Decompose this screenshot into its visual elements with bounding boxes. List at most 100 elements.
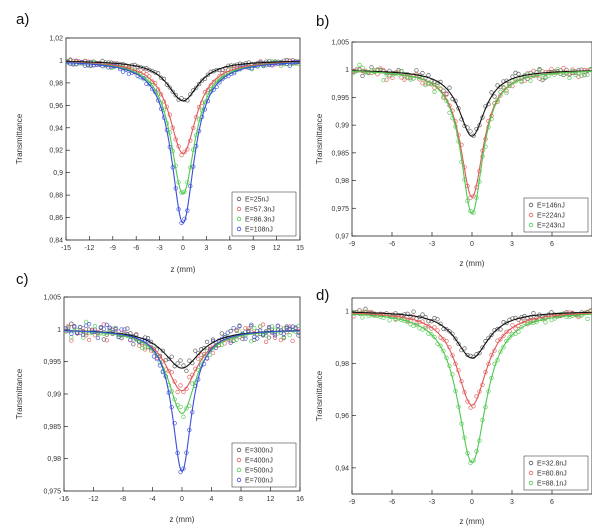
data-point bbox=[453, 336, 458, 341]
data-point bbox=[290, 338, 295, 343]
panel-letter: a) bbox=[16, 11, 29, 28]
series-3 bbox=[66, 59, 300, 195]
fit-line-2 bbox=[352, 312, 592, 406]
data-point bbox=[179, 95, 184, 101]
data-point bbox=[360, 65, 365, 70]
data-point bbox=[175, 361, 180, 366]
data-point bbox=[287, 333, 292, 338]
chart-panel-d: d) -9 -6 -3 0 3 6 0,94 0,96 0,98 1 z (mm) Transmitta… bbox=[315, 287, 592, 526]
series-2 bbox=[352, 308, 592, 410]
y-tick-label: 0,94 bbox=[335, 465, 349, 472]
series-2 bbox=[66, 58, 300, 158]
data-point bbox=[420, 312, 425, 317]
y-tick-label: 0,98 bbox=[47, 456, 61, 463]
data-point bbox=[504, 90, 509, 96]
legend-entry: E=25nJ bbox=[245, 197, 269, 204]
y-tick-label: 0,96 bbox=[335, 413, 349, 420]
legend-box bbox=[231, 191, 297, 237]
data-point bbox=[104, 338, 109, 343]
data-point bbox=[178, 383, 183, 388]
legend-entry: E=300nJ bbox=[245, 448, 273, 455]
x-tick-label: 3 bbox=[204, 245, 208, 252]
data-point bbox=[423, 82, 428, 88]
y-axis-label: Transmittance bbox=[15, 368, 24, 419]
data-point bbox=[531, 311, 536, 316]
data-point bbox=[381, 77, 386, 83]
data-point bbox=[201, 353, 207, 359]
legend-marker bbox=[236, 457, 242, 463]
data-point bbox=[543, 320, 548, 325]
data-point bbox=[456, 106, 461, 111]
legend-entry: E=88.1nJ bbox=[537, 481, 567, 488]
data-point bbox=[258, 324, 263, 329]
data-point bbox=[194, 85, 199, 90]
data-point bbox=[255, 336, 260, 341]
data-point bbox=[86, 337, 92, 343]
y-tick-label: 0,995 bbox=[43, 359, 61, 366]
x-tick-label: 12 bbox=[273, 245, 281, 252]
data-point bbox=[122, 327, 127, 332]
data-point bbox=[172, 421, 177, 426]
y-tick-label: 0,84 bbox=[49, 238, 63, 245]
data-point bbox=[465, 352, 470, 358]
legend-marker bbox=[528, 212, 534, 218]
data-point bbox=[104, 322, 109, 327]
x-axis-label: z (mm) bbox=[170, 515, 195, 524]
data-point bbox=[243, 336, 248, 341]
data-point bbox=[249, 339, 254, 344]
data-point bbox=[231, 338, 236, 343]
data-point bbox=[357, 62, 362, 68]
y-axis-label: Transmittance bbox=[315, 370, 324, 421]
data-point bbox=[266, 324, 272, 330]
data-point bbox=[252, 325, 257, 331]
legend: E=146nJ E=224nJ E=243nJ bbox=[523, 197, 589, 233]
data-point bbox=[225, 330, 230, 335]
x-tick-label: 0 bbox=[181, 245, 185, 252]
x-tick-label: -16 bbox=[59, 496, 69, 503]
data-point bbox=[196, 81, 202, 87]
data-point bbox=[537, 76, 542, 81]
y-tick-label: 0,985 bbox=[43, 424, 61, 431]
data-point bbox=[284, 324, 289, 329]
y-tick-label: 1 bbox=[345, 309, 349, 316]
data-point bbox=[549, 66, 554, 72]
x-tick-label: 3 bbox=[510, 499, 514, 506]
data-point bbox=[438, 343, 443, 348]
data-point bbox=[204, 348, 210, 354]
x-tick-label: 0 bbox=[470, 241, 474, 248]
data-point bbox=[113, 327, 118, 332]
x-tick-label: 15 bbox=[296, 245, 304, 252]
data-point bbox=[107, 325, 112, 330]
data-point bbox=[528, 78, 533, 83]
y-tick-label: 0,9 bbox=[53, 170, 63, 177]
data-point bbox=[504, 320, 509, 326]
fit-line-4 bbox=[66, 62, 300, 224]
data-point bbox=[390, 314, 395, 320]
data-point bbox=[462, 346, 467, 351]
data-point bbox=[187, 374, 192, 380]
plot-data bbox=[64, 319, 300, 475]
x-tick-label: 6 bbox=[228, 245, 232, 252]
chart-panel-c: c) -16 -12 -8 -4 0 4 8 12 16 0,975 0,98 0,985 0,99 0,9… bbox=[15, 271, 304, 524]
fit-line-3 bbox=[66, 62, 300, 195]
x-axis-label: z (mm) bbox=[460, 259, 485, 268]
data-point bbox=[480, 345, 485, 350]
x-axis-label: z (mm) bbox=[171, 265, 196, 274]
x-tick-label: -9 bbox=[349, 241, 355, 248]
x-tick-label: -9 bbox=[349, 499, 355, 506]
legend-entry: E=400nJ bbox=[245, 458, 273, 465]
data-point bbox=[269, 324, 275, 329]
data-point bbox=[125, 326, 130, 331]
data-point bbox=[101, 326, 106, 332]
x-tick-label: 6 bbox=[550, 241, 554, 248]
legend-entry: E=32.8nJ bbox=[537, 461, 567, 468]
data-point bbox=[178, 404, 183, 409]
data-point bbox=[561, 66, 566, 71]
panel-letter: c) bbox=[16, 271, 29, 288]
data-point bbox=[537, 68, 542, 73]
data-point bbox=[175, 389, 180, 395]
data-point bbox=[95, 335, 101, 341]
y-tick-label: 1,02 bbox=[49, 36, 63, 43]
data-point bbox=[107, 327, 112, 332]
data-point bbox=[81, 332, 86, 337]
